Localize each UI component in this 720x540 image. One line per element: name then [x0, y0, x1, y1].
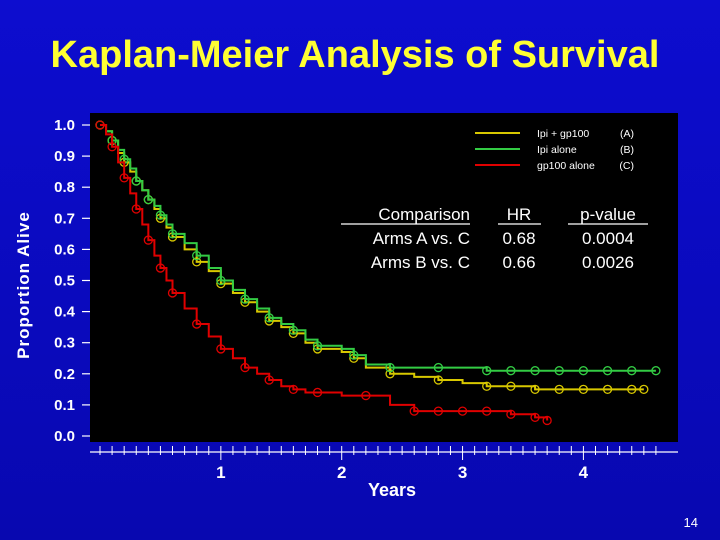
y-tick-label: 0.8	[54, 179, 75, 196]
censor-mark	[482, 381, 492, 391]
censor-mark	[349, 350, 359, 360]
censor-mark	[361, 390, 371, 401]
censor-mark	[312, 341, 323, 351]
y-tick-label: 1.0	[54, 117, 75, 134]
censor-mark	[530, 366, 540, 376]
censor-mark	[651, 366, 661, 376]
censor-mark	[167, 229, 178, 239]
table-cell: Arms B vs. C	[371, 253, 470, 272]
censor-mark	[639, 384, 649, 395]
censor-mark	[143, 235, 153, 245]
censor-mark	[216, 275, 226, 286]
censor-mark	[433, 362, 444, 373]
x-tick-label: 2	[337, 463, 346, 482]
censor-mark	[216, 344, 226, 354]
x-tick-label: 1	[216, 463, 225, 482]
censor-mark	[482, 366, 492, 376]
censor-mark	[627, 384, 637, 395]
censor-mark	[312, 387, 323, 398]
x-axis-label: Years	[368, 480, 417, 500]
censor-mark	[554, 366, 564, 376]
censor-mark	[240, 294, 250, 304]
censor-mark	[506, 381, 516, 391]
censor-mark	[602, 384, 613, 395]
censor-mark	[167, 288, 178, 298]
km-curve-c	[100, 124, 549, 421]
table-cell: 0.0026	[582, 253, 634, 272]
table-header: HR	[507, 205, 532, 224]
censor-mark	[264, 313, 274, 323]
censor-mark	[119, 173, 129, 183]
censor-mark	[95, 120, 105, 130]
legend-code: (C)	[619, 160, 634, 172]
censor-mark	[288, 325, 299, 335]
y-tick-label: 0.1	[54, 397, 75, 414]
censor-mark	[506, 366, 516, 376]
censor-mark	[131, 204, 141, 214]
km-curve-b	[100, 124, 656, 372]
censor-mark	[107, 142, 117, 152]
censor-mark	[482, 406, 492, 416]
legend-code: (A)	[620, 128, 634, 140]
table-header: p-value	[580, 205, 636, 224]
y-tick-label: 0.2	[54, 366, 75, 383]
table-cell: 0.0004	[582, 229, 634, 248]
censor-mark	[131, 176, 141, 186]
censor-mark	[627, 366, 637, 376]
censor-mark	[409, 406, 419, 416]
y-tick-label: 0.6	[54, 241, 75, 258]
censor-mark	[192, 257, 202, 267]
censor-mark	[264, 375, 274, 385]
table-cell: 0.68	[502, 229, 535, 248]
table-cell: Arms A vs. C	[373, 229, 470, 248]
table-header: Comparison	[378, 205, 470, 224]
legend-code: (B)	[620, 144, 634, 156]
y-tick-label: 0.7	[54, 210, 75, 227]
y-tick-label: 0.4	[54, 304, 76, 321]
table-cell: 0.66	[502, 253, 535, 272]
censor-mark	[578, 366, 589, 376]
censor-mark	[433, 375, 444, 385]
censor-mark	[143, 194, 153, 205]
page-number: 14	[683, 515, 698, 530]
x-tick-label: 4	[579, 463, 589, 482]
censor-mark	[240, 362, 250, 373]
censor-mark	[602, 366, 613, 376]
legend-label: gp100 alone	[537, 160, 595, 172]
censor-mark	[530, 412, 540, 422]
censor-mark	[554, 384, 564, 395]
censor-mark	[385, 369, 395, 379]
censor-mark	[578, 384, 589, 395]
censor-mark	[155, 210, 166, 220]
censor-mark	[506, 409, 516, 419]
censor-mark	[542, 415, 552, 426]
censor-mark	[155, 263, 166, 273]
censor-mark	[433, 406, 444, 416]
censor-mark	[385, 362, 395, 373]
x-tick-label: 3	[458, 463, 467, 482]
legend-label: Ipi + gp100	[537, 128, 589, 140]
y-tick-label: 0.5	[54, 273, 75, 290]
censor-mark	[192, 250, 202, 261]
legend-label: Ipi alone	[537, 144, 577, 156]
censor-mark	[192, 319, 202, 329]
censor-mark	[530, 384, 540, 395]
y-tick-label: 0.0	[54, 428, 75, 445]
y-tick-label: 0.3	[54, 335, 75, 352]
slide-title: Kaplan-Meier Analysis of Survival	[50, 34, 660, 76]
censor-mark	[457, 406, 468, 416]
censor-mark	[288, 384, 299, 395]
y-tick-label: 0.9	[54, 148, 75, 165]
